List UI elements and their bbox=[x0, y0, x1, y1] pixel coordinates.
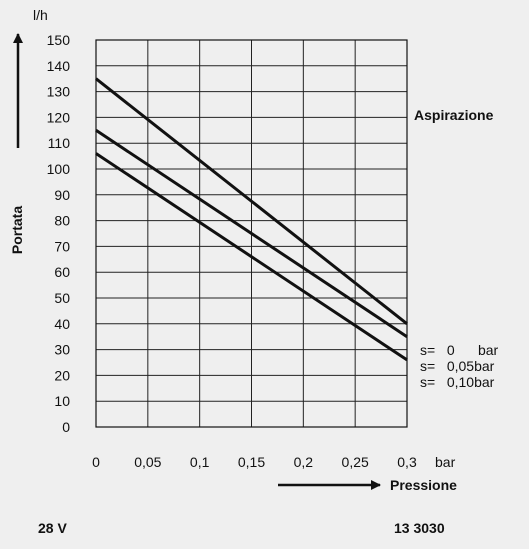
series-line-0 bbox=[95, 77, 408, 325]
x-tick-label: 0,1 bbox=[190, 454, 210, 470]
y-tick-label: 60 bbox=[54, 264, 70, 280]
y-tick-label: 130 bbox=[47, 84, 71, 100]
x-axis-title: Pressione bbox=[390, 477, 457, 493]
series-lines bbox=[95, 77, 408, 362]
x-tick-label: 0 bbox=[92, 454, 100, 470]
y-tick-label: 50 bbox=[54, 290, 70, 306]
y-tick-label: 120 bbox=[47, 109, 71, 125]
plot-frame bbox=[95, 39, 408, 428]
y-tick-label: 20 bbox=[54, 367, 70, 383]
x-tick-label: 0,25 bbox=[342, 454, 369, 470]
y-tick-label: 150 bbox=[47, 32, 71, 48]
series-line-1 bbox=[95, 129, 408, 338]
y-tick-label: 80 bbox=[54, 213, 70, 229]
legend-entry-1: s= 0,05bar bbox=[420, 358, 495, 374]
x-tick-label: 0,05 bbox=[134, 454, 161, 470]
annotation-aspirazione: Aspirazione bbox=[414, 107, 494, 123]
y-tick-label: 40 bbox=[54, 316, 70, 332]
y-axis-title: Portata bbox=[9, 206, 25, 254]
legend-entry-0: s= 0 bar bbox=[420, 342, 499, 358]
y-tick-label: 10 bbox=[54, 393, 70, 409]
y-tick-label: 0 bbox=[62, 419, 70, 435]
y-tick-label: 70 bbox=[54, 238, 70, 254]
x-unit-label: bar bbox=[435, 454, 456, 470]
legend-entry-2: s= 0,10bar bbox=[420, 374, 495, 390]
y-unit-label: l/h bbox=[33, 7, 48, 23]
grid bbox=[95, 39, 408, 428]
y-tick-label: 30 bbox=[54, 342, 70, 358]
y-tick-label: 90 bbox=[54, 187, 70, 203]
footer-code: 13 3030 bbox=[394, 520, 445, 536]
x-tick-label: 0,2 bbox=[294, 454, 314, 470]
x-tick-label: 0,15 bbox=[238, 454, 265, 470]
footer-voltage: 28 V bbox=[38, 520, 67, 536]
y-tick-label: 110 bbox=[48, 135, 71, 151]
series-line-2 bbox=[95, 152, 408, 362]
x-tick-label: 0,3 bbox=[397, 454, 417, 470]
tick-labels: 0 10 20 30 40 50 60 70 80 90 100 110 120 130 140 150 0 0,… bbox=[47, 32, 417, 470]
legend: s= 0 bar s= 0,05bar s= 0,10bar bbox=[420, 342, 499, 390]
y-tick-label: 100 bbox=[47, 161, 71, 177]
y-tick-label: 140 bbox=[47, 58, 71, 74]
